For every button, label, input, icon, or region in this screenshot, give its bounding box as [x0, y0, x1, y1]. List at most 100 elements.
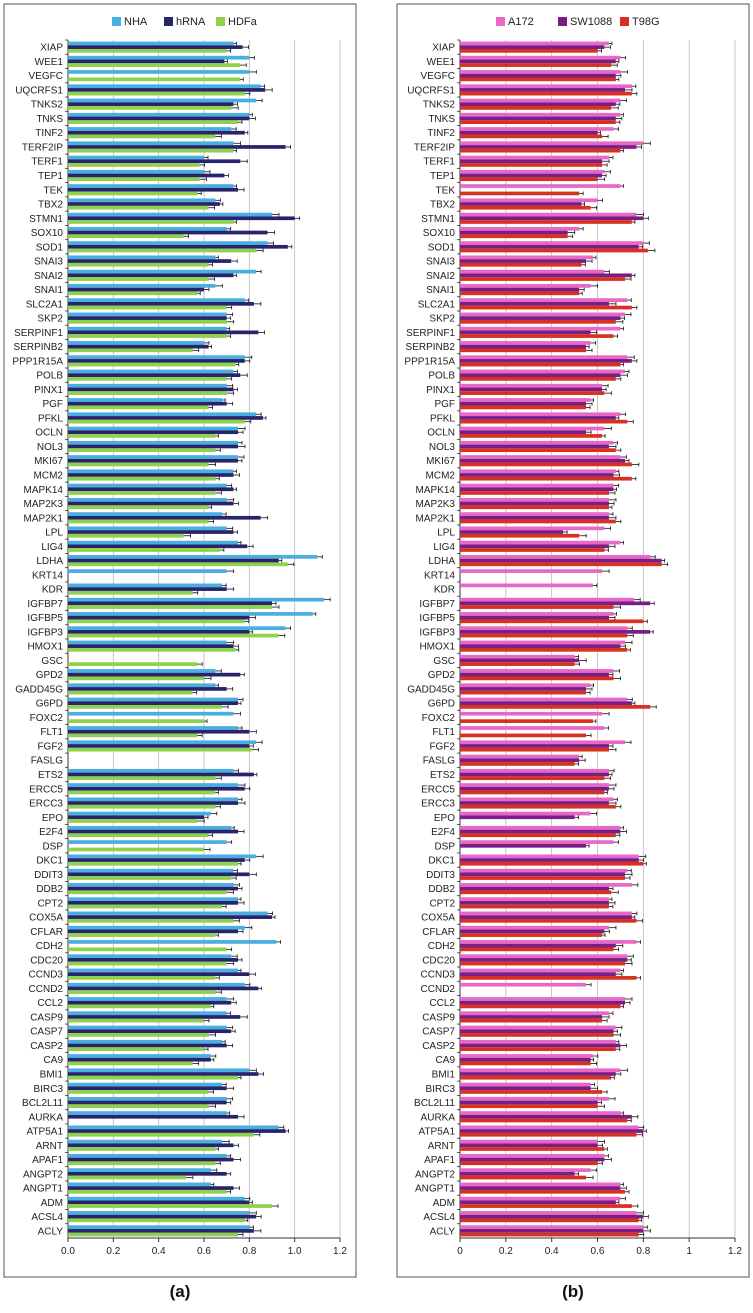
bar-a172-map2k1 [460, 512, 609, 516]
bar-t98g-uqcrfs1 [460, 91, 632, 96]
bar-sw1088-birc3 [460, 1086, 591, 1091]
category-label: PPP1R15A [404, 356, 455, 367]
bar-hdfa-kdr [68, 590, 193, 595]
legend-swatch-hdfa [216, 17, 225, 26]
bar-nha-snai3 [68, 255, 216, 260]
bar-hrna-hmox1 [68, 644, 234, 648]
category-label: ERCC5 [421, 784, 455, 795]
bar-a172-g6pd [460, 697, 628, 702]
bar-nha-sox10 [68, 226, 227, 231]
bar-t98g-pgf [460, 405, 587, 410]
bar-a172-pgf [460, 398, 591, 402]
bar-hrna-ldha [68, 558, 279, 563]
bar-hrna-adm [68, 1200, 250, 1205]
bar-hdfa-igfbp5 [68, 619, 245, 624]
bar-nha-mapk14 [68, 483, 227, 488]
bar-t98g-atp5a1 [460, 1132, 637, 1137]
category-label: ANGPT2 [415, 1169, 455, 1180]
legend-swatch-t98g [620, 17, 629, 26]
bar-nha-polb [68, 369, 234, 374]
category-label: HMOX1 [27, 642, 63, 653]
category-label: GADD45G [407, 684, 455, 695]
bar-nha-tek [68, 184, 234, 188]
category-label: SNAI2 [426, 271, 455, 282]
bar-t98g-terf1 [460, 163, 603, 167]
bar-a172-cflar [460, 925, 609, 930]
category-label: BIRC3 [426, 1084, 456, 1095]
category-label: DKC1 [36, 856, 63, 867]
bar-a172-ldha [460, 554, 651, 559]
bar-t98g-cdc20 [460, 961, 625, 966]
bar-nha-ldha [68, 554, 318, 559]
bar-sw1088-pfkl [460, 416, 616, 420]
category-label: KRT14 [424, 570, 455, 581]
bar-t98g-bcl2l11 [460, 1104, 598, 1109]
bar-t98g-ddb2 [460, 890, 612, 895]
category-label: MCM2 [34, 470, 64, 481]
bar-nha-atp5a1 [68, 1125, 279, 1130]
category-label: OCLN [427, 428, 455, 439]
bar-hrna-cdc20 [68, 958, 238, 962]
bar-nha-ercc3 [68, 797, 238, 802]
bar-a172-bmi1 [460, 1068, 621, 1073]
bar-hdfa-tep1 [68, 177, 200, 182]
bar-nha-tinf2 [68, 127, 232, 131]
bar-a172-terf2ip [460, 141, 644, 146]
bar-hrna-terf2ip [68, 145, 286, 149]
bar-sw1088-cflar [460, 929, 605, 934]
category-label: FGF2 [37, 741, 63, 752]
bar-sw1088-dkc1 [460, 858, 639, 862]
bar-sw1088-ocln [460, 430, 587, 435]
legend-label-sw1088: SW1088 [570, 16, 612, 28]
bar-hdfa-igfbp3 [68, 633, 279, 638]
bar-nha-tnks2 [68, 98, 257, 103]
bar-hrna-serpinf1 [68, 330, 259, 335]
category-label: CCND2 [29, 984, 64, 995]
bar-hdfa-angpt1 [68, 1189, 227, 1194]
bar-hrna-fgf2 [68, 744, 250, 748]
bar-hdfa-arnt [68, 1147, 216, 1151]
category-label: GPD2 [428, 670, 456, 681]
bar-sw1088-cdh2 [460, 943, 616, 948]
bar-a172-hmox1 [460, 640, 625, 645]
bar-hdfa-ddit3 [68, 876, 232, 880]
category-label: LDHA [428, 556, 455, 567]
bar-t98g-gpd2 [460, 676, 614, 681]
bar-hrna-epo [68, 815, 204, 820]
bar-t98g-tek [460, 191, 580, 196]
category-label: TEK [44, 185, 64, 196]
bar-t98g-vegfc [460, 77, 616, 82]
panel-label: (a) [170, 1282, 191, 1301]
category-label: TNKS2 [31, 100, 64, 111]
bar-a172-pinx1 [460, 383, 603, 388]
bar-hrna-pgf [68, 401, 227, 406]
bar-sw1088-serpinf1 [460, 330, 591, 335]
category-label: ARNT [428, 1141, 455, 1152]
bar-hrna-acly [68, 1229, 254, 1233]
bar-sw1088-tep1 [460, 173, 603, 178]
bar-hdfa-dkc1 [68, 861, 238, 866]
bar-hrna-stmn1 [68, 216, 295, 221]
bar-hrna-snai2 [68, 273, 234, 278]
category-label: EPO [42, 813, 63, 824]
bar-hrna-angpt1 [68, 1186, 234, 1190]
bar-nha-aurka [68, 1111, 227, 1115]
bar-hrna-ca9 [68, 1057, 211, 1062]
bar-hdfa-cox5a [68, 918, 234, 923]
category-label: ADM [433, 1198, 455, 1209]
category-label: STMN1 [29, 214, 63, 225]
bar-nha-igfbp3 [68, 626, 286, 631]
category-label: ATP5A1 [27, 1127, 64, 1138]
bar-a172-xiap [460, 41, 609, 46]
bar-t98g-ca9 [460, 1061, 591, 1066]
bar-a172-birc3 [460, 1082, 591, 1087]
bar-t98g-cflar [460, 933, 603, 937]
category-label: BCL2L11 [22, 1098, 63, 1109]
bar-nha-lpl [68, 526, 227, 531]
bar-hdfa-lig4 [68, 548, 220, 552]
bar-t98g-snai3 [460, 262, 582, 267]
bar-nha-foxc2 [68, 711, 234, 716]
bar-hrna-igfbp7 [68, 601, 272, 606]
category-label: TBX2 [430, 200, 455, 211]
category-label: PINX1 [34, 385, 63, 396]
